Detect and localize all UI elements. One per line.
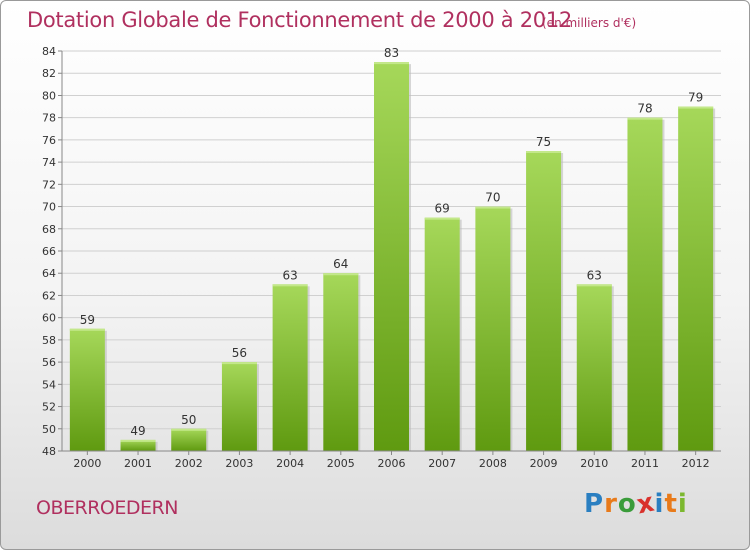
x-tick-label: 2011 [631,457,659,470]
bar-value-label: 49 [130,424,145,438]
logo-letter: P [584,489,605,519]
bar-highlight [272,284,308,287]
y-tick-label: 50 [42,423,56,436]
x-tick-label: 2005 [327,457,355,470]
logo-letter: i [654,489,665,519]
x-tick-label: 2003 [225,457,253,470]
y-axis: 48 50 52 54 56 58 60 62 64 66 68 70 72 74 76 78 80 82 84 [42,45,63,458]
x-tick-label: 2007 [428,457,456,470]
bar-value-label: 78 [637,102,652,116]
y-tick-label: 52 [42,401,56,414]
bar-2008 [475,206,511,451]
bar-highlight [424,217,460,220]
x-tick-label: 2002 [175,457,203,470]
y-tick-label: 60 [42,312,56,325]
logo-letter: o [617,489,637,519]
bar-2010 [576,284,612,451]
bar-value-label: 63 [587,268,602,282]
bar-2011 [627,117,663,452]
y-tick-label: 74 [42,156,56,169]
y-tick-label: 72 [42,178,56,191]
bar-2005 [323,273,359,451]
logo-letter: r [604,489,618,519]
bar-2006 [374,62,409,451]
bar-2001 [120,439,156,451]
bar-highlight [475,206,511,209]
bar-2007 [424,217,460,451]
proxiti-logo[interactable]: Proxiti [584,487,688,520]
bar-value-label: 50 [181,413,196,427]
bar-value-label: 70 [485,191,500,205]
bar-value-label: 63 [282,268,297,282]
bar-highlight [526,151,562,153]
x-tick-label: 2001 [124,457,152,470]
bar-2000 [69,328,105,451]
bars: 59 49 50 56 63 64 83 69 70 75 63 78 79 [69,46,716,452]
bar-highlight [374,62,409,65]
bar-highlight [120,439,156,442]
y-tick-label: 68 [42,223,56,236]
logo-letter: t [664,489,678,519]
y-tick-label: 54 [42,378,56,391]
bar-2009 [526,151,562,451]
bar-value-label: 64 [333,257,348,271]
y-tick-label: 84 [42,45,56,58]
bar-value-label: 69 [435,202,450,216]
chart-unit-note: (en milliers d'€) [542,16,637,30]
bar-2004 [272,284,308,451]
y-tick-label: 66 [42,245,56,258]
y-tick-label: 64 [42,267,56,280]
x-tick-label: 2000 [73,457,101,470]
y-tick-label: 70 [42,201,56,214]
commune-name: OBERROEDERN [36,497,178,519]
bar-highlight [69,328,105,331]
bar-highlight [627,117,663,120]
y-tick-label: 78 [42,112,56,125]
bar-value-label: 79 [688,91,703,105]
bar-highlight [678,106,714,109]
x-tick-label: 2008 [479,457,507,470]
x-tick-label: 2004 [276,457,304,470]
y-tick-label: 48 [42,445,56,458]
y-tick-label: 58 [42,334,56,347]
y-tick-label: 80 [42,89,56,102]
y-tick-label: 76 [42,134,56,147]
bar-2003 [221,362,257,451]
x-tick-label: 2006 [378,457,406,470]
bar-highlight [323,273,359,276]
bar-2012 [678,106,714,452]
chart-title: Dotation Globale de Fonctionnement de 20… [27,8,572,32]
bar-value-label: 59 [80,313,95,327]
x-tick-label: 2012 [682,457,710,470]
bar-chart: 48 50 52 54 56 58 60 62 64 66 68 70 72 74 76 78 80 82 84 5… [42,45,721,470]
x-tick-label: 2009 [530,457,558,470]
logo-letter: i [677,489,688,519]
bar-highlight [171,428,207,431]
bar-value-label: 75 [536,135,551,149]
bar-2002 [171,428,207,451]
bar-value-label: 83 [384,46,399,60]
y-tick-label: 62 [42,289,56,302]
bar-value-label: 56 [232,346,247,360]
x-tick-label: 2010 [580,457,608,470]
y-tick-label: 56 [42,356,56,369]
bar-highlight [221,362,257,365]
bar-highlight [576,284,612,287]
x-axis: 2000 2001 2002 2003 2004 2005 2006 2007 2008 2009… [62,450,721,470]
y-tick-label: 82 [42,67,56,80]
